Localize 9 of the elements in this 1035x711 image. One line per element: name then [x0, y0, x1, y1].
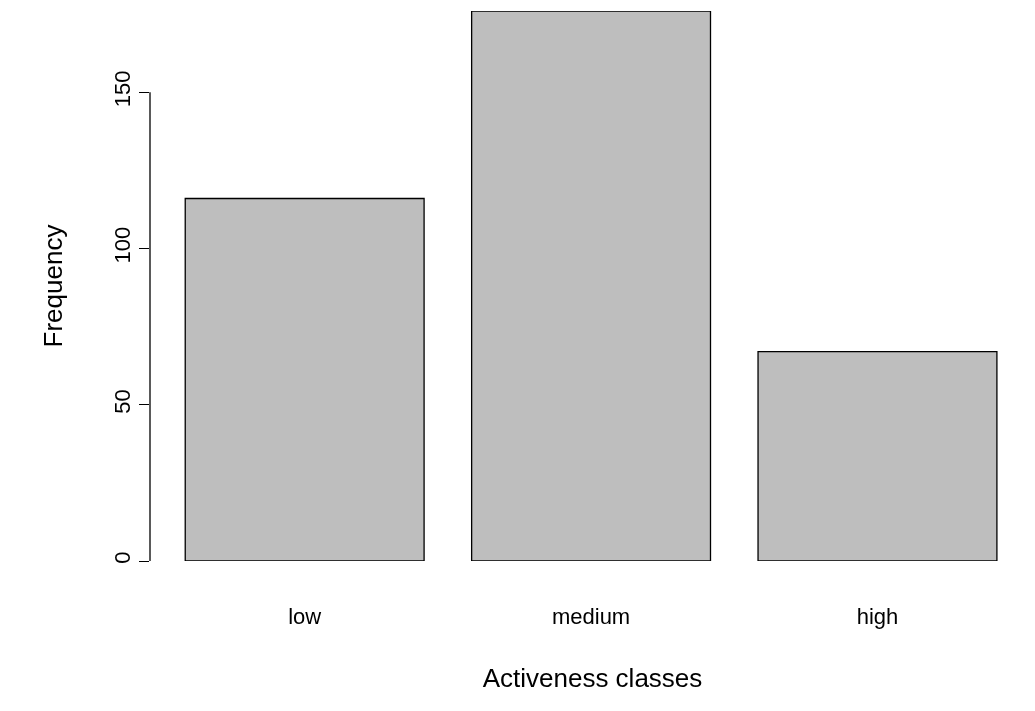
y-tick-label: 150: [110, 70, 136, 108]
y-tick-label: 50: [110, 389, 136, 414]
y-tick-label: 100: [110, 226, 136, 264]
x-tick-label: low: [288, 604, 322, 629]
y-tick-label: 0: [110, 551, 136, 564]
x-tick-label: medium: [551, 604, 631, 629]
x-axis-title: Activeness classes: [482, 662, 703, 693]
x-tick-label: high: [856, 604, 899, 629]
y-axis-title: Frequency: [37, 224, 68, 348]
